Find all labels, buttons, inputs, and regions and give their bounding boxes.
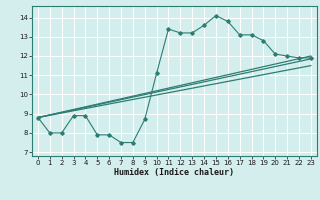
X-axis label: Humidex (Indice chaleur): Humidex (Indice chaleur): [115, 168, 234, 177]
